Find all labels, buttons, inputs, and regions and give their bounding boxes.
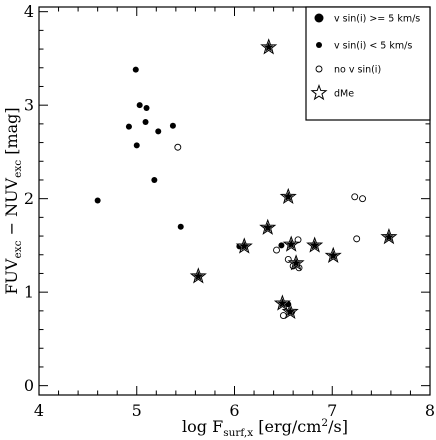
x-tick-label: 6 [229,401,239,420]
data-point-star [324,246,342,263]
x-tick-label: 5 [132,401,142,420]
data-point-star [235,237,253,254]
data-point [151,176,158,183]
y-tick-label: 4 [24,2,34,21]
data-point [132,66,139,73]
x-tick-label: 7 [327,401,337,420]
data-point [177,223,184,230]
y-axis-label: FUVexc − NUVexc [mag] [2,107,24,294]
x-axis-label: log Fsurf,x [erg/cm2/s] [182,417,348,439]
x-tick-label: 8 [425,401,435,420]
data-point-star [306,236,324,253]
legend-label: dMe [334,89,354,100]
data-point-star [282,235,300,252]
data-point-star [189,267,207,284]
legend-marker [310,84,328,101]
data-point [143,104,150,111]
legend: v sin(i) >= 5 km/s v sin(i) < 5 km/s no v … [305,6,431,121]
data-point [278,242,285,249]
data-point [136,102,143,109]
data-point [169,122,176,129]
data-point [142,118,149,125]
y-tick-label: 0 [24,376,34,395]
data-point-star [279,187,297,205]
data-points [94,38,398,320]
plot-frame [38,6,431,396]
y-tick-label: 3 [24,96,34,115]
data-point-star [259,218,277,235]
y-tick-label: 2 [24,189,34,208]
data-point-star [273,294,291,311]
data-point [155,128,162,135]
legend-marker [314,13,324,23]
data-point-star [287,254,305,271]
data-point [174,143,182,151]
data-point [273,246,280,254]
data-point-star [281,302,299,320]
legend-marker [316,42,322,48]
data-point-star [380,228,398,245]
data-point [359,195,367,203]
y-tick-label: 1 [24,283,34,302]
data-point [125,123,132,130]
legend-label: v sin(i) >= 5 km/s [334,14,420,25]
legend-label: no v sin(i) [334,65,381,76]
data-point [94,197,101,204]
data-point [133,142,140,149]
data-point [351,193,359,201]
data-point-star [260,38,278,55]
tick-labels: 4 5 6 7 8 0 1 2 3 4 [24,2,435,420]
legend-marker [315,65,323,73]
x-tick-label: 4 [34,401,44,420]
data-point [353,235,361,243]
legend-box [305,6,431,121]
legend-label: v sin(i) < 5 km/s [334,41,412,52]
